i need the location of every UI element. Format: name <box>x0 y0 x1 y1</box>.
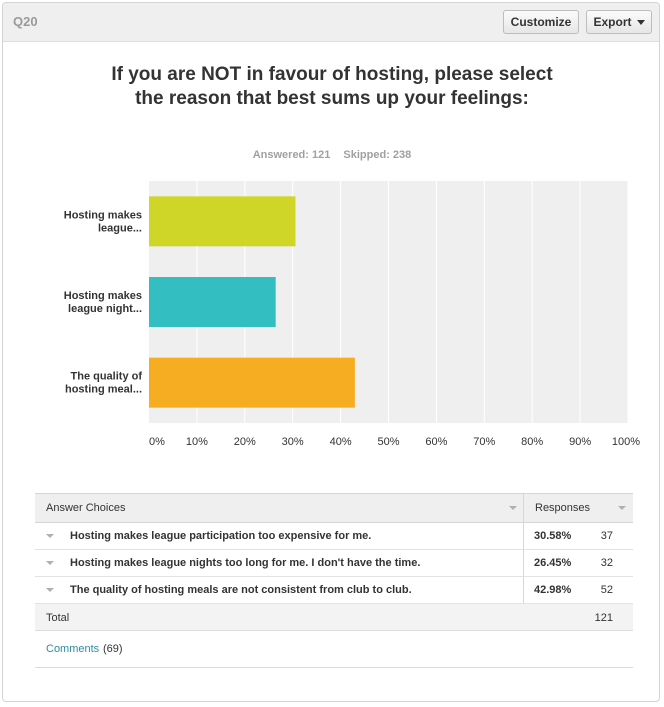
row-count: 32 <box>600 557 613 569</box>
comments-link[interactable]: Comments <box>46 643 100 655</box>
panel-header: Q20 Customize Export <box>3 3 659 42</box>
x-tick-label: 70% <box>473 436 495 448</box>
answered-count: Answered: 121 <box>252 149 331 161</box>
x-tick-label: 30% <box>282 436 304 448</box>
skipped-count: Skipped: 238 <box>343 149 412 161</box>
total-value: 121 <box>594 612 613 624</box>
header-divider <box>523 494 524 522</box>
answer-table: Answer Choices Responses Hosting makes l… <box>35 493 633 668</box>
export-label: Export <box>593 15 632 29</box>
x-tick-label: 0% <box>149 436 165 448</box>
expand-row-icon[interactable] <box>46 534 54 538</box>
bar[interactable] <box>149 357 355 408</box>
category-label: The quality of hosting meal... <box>65 371 142 396</box>
question-id: Q20 <box>13 14 38 29</box>
bar-chart: Hosting makes league... Hosting makes leagu… <box>64 181 640 448</box>
table-row: Hosting makes league nights too long for… <box>35 550 633 577</box>
header-responses[interactable]: Responses <box>535 502 591 514</box>
row-divider <box>523 550 524 576</box>
x-tick-label: 40% <box>330 436 352 448</box>
comments-count: (69) <box>103 643 123 655</box>
category-label: Hosting makes league night... <box>64 290 142 315</box>
x-tick-label: 10% <box>186 436 208 448</box>
x-tick-labels: 0% 10% 20% 30% 40% 50% 60% 70% 80% 90% 100% <box>149 436 640 448</box>
expand-row-icon[interactable] <box>46 561 54 565</box>
table-row: The quality of hosting meals are not con… <box>35 577 633 604</box>
row-count: 37 <box>600 530 613 542</box>
category-labels: Hosting makes league... Hosting makes leagu… <box>64 209 143 395</box>
row-choice: The quality of hosting meals are not con… <box>70 584 412 596</box>
export-button[interactable]: Export <box>586 10 652 34</box>
category-label: Hosting makes league... <box>64 209 142 234</box>
row-percent: 42.98% <box>534 584 572 596</box>
x-tick-label: 50% <box>377 436 399 448</box>
header-answer-choices[interactable]: Answer Choices <box>46 502 126 514</box>
row-count: 52 <box>600 584 613 596</box>
row-divider <box>523 577 524 603</box>
bars <box>149 196 355 408</box>
sort-choices-icon[interactable] <box>509 506 517 510</box>
sort-responses-icon[interactable] <box>618 506 626 510</box>
customize-button[interactable]: Customize <box>503 10 579 34</box>
comments-row: Comments (69) <box>35 631 633 668</box>
x-tick-label: 20% <box>234 436 256 448</box>
x-tick-label: 100% <box>612 436 640 448</box>
row-percent: 26.45% <box>534 557 572 569</box>
response-stats: Answered: 121 Skipped: 238 <box>3 149 661 161</box>
x-tick-label: 90% <box>569 436 591 448</box>
question-title: If you are NOT in favour of hosting, ple… <box>111 64 553 109</box>
bar[interactable] <box>149 277 276 327</box>
bar[interactable] <box>149 196 296 247</box>
x-tick-label: 60% <box>425 436 447 448</box>
row-divider <box>523 523 524 549</box>
x-tick-label: 80% <box>521 436 543 448</box>
row-percent: 30.58% <box>534 530 572 542</box>
total-label: Total <box>46 612 70 624</box>
caret-down-icon <box>636 20 645 26</box>
row-choice: Hosting makes league nights too long for… <box>70 557 421 569</box>
total-row: Total 121 <box>35 604 633 631</box>
table-row: Hosting makes league participation too e… <box>35 523 633 550</box>
row-choice: Hosting makes league participation too e… <box>70 530 372 542</box>
table-header: Answer Choices Responses <box>35 493 633 523</box>
expand-row-icon[interactable] <box>46 588 54 592</box>
